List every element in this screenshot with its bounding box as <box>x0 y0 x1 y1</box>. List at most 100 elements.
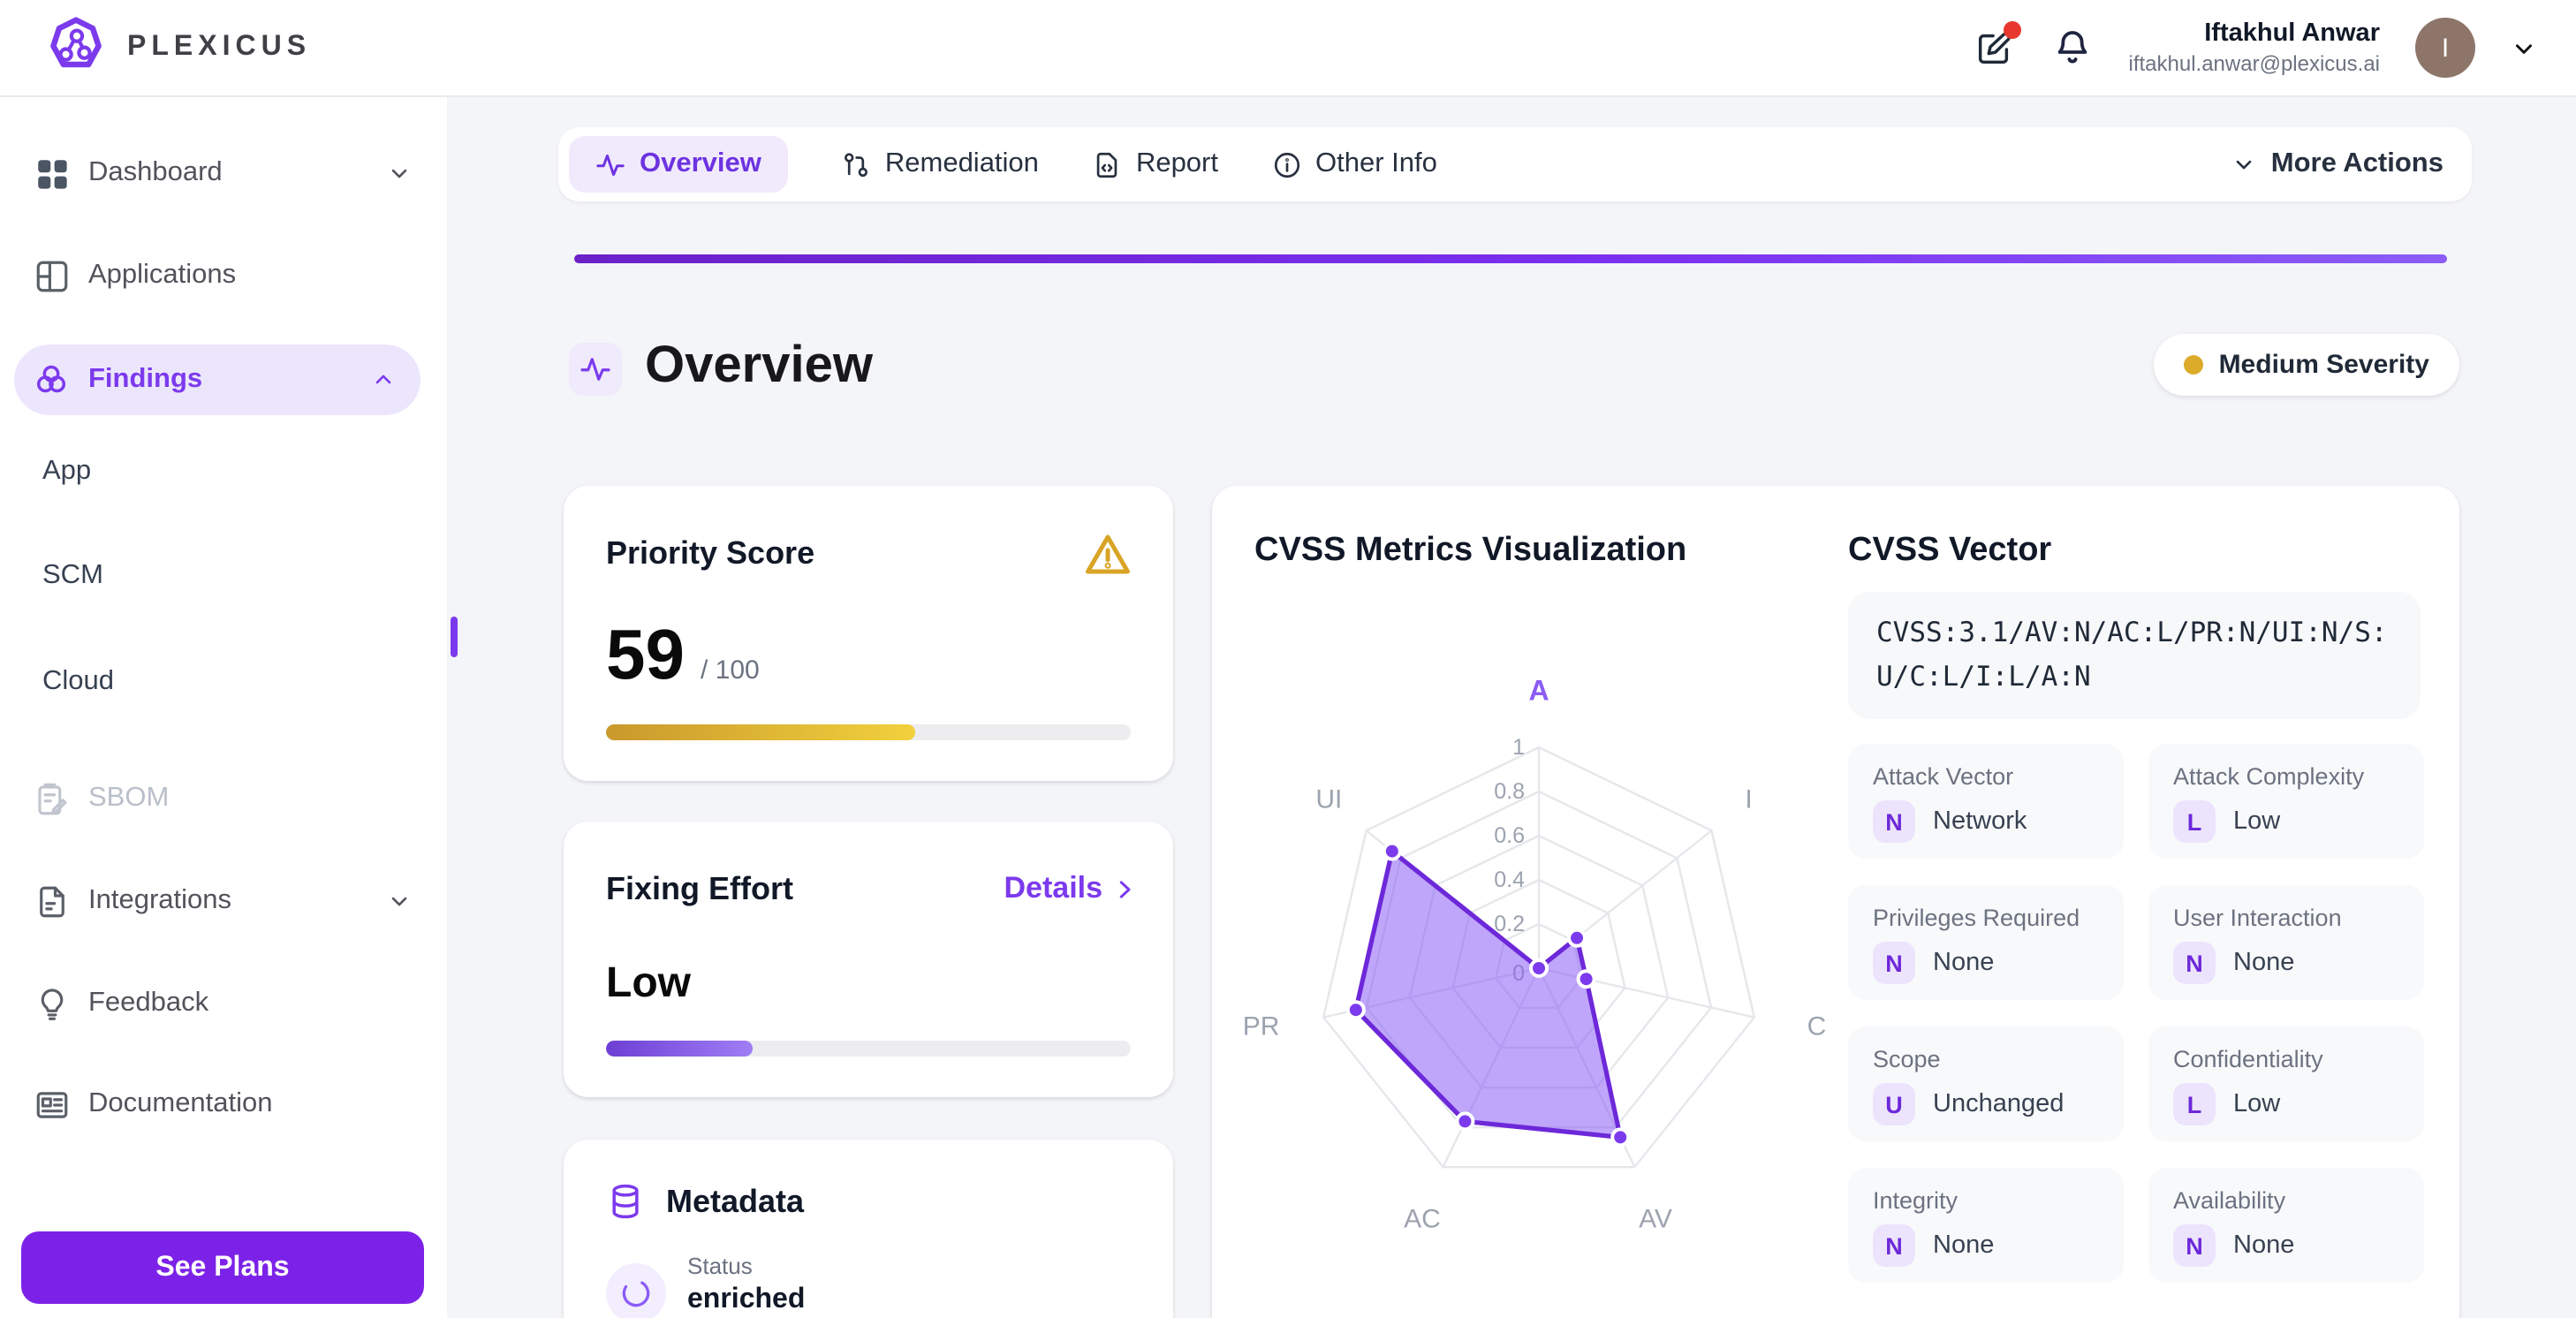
fixing-progress-track <box>606 1041 1131 1057</box>
avatar[interactable]: I <box>2415 18 2475 78</box>
details-link[interactable]: Details <box>1004 871 1139 906</box>
metric-value: None <box>2233 949 2295 977</box>
cvss-viz-title: CVSS Metrics Visualization <box>1254 532 1687 569</box>
sidebar-item-findings[interactable]: Findings <box>14 345 420 415</box>
tab-label: Remediation <box>884 148 1039 178</box>
sidebar-item-integrations[interactable]: Integrations <box>0 866 447 936</box>
metric-badge: N <box>1873 942 1915 984</box>
metric-availability: Availability N None <box>2148 1168 2424 1283</box>
metadata-card: Metadata Status enriched <box>564 1140 1173 1318</box>
sidebar-item-feedback[interactable]: Feedback <box>0 968 447 1039</box>
metric-user-interaction: User Interaction N None <box>2148 885 2424 1000</box>
severity-dot-icon <box>2183 355 2203 375</box>
user-email: iftakhul.anwar@plexicus.ai <box>2128 50 2381 76</box>
priority-score-card: Priority Score 59 / 100 <box>564 486 1173 781</box>
svg-text:0.2: 0.2 <box>1494 912 1525 936</box>
tab-label: Overview <box>640 148 761 178</box>
svg-text:I: I <box>1745 784 1752 814</box>
sidebar-item-label: SBOM <box>88 783 170 813</box>
priority-progress-fill <box>606 724 916 740</box>
activity-pulse-icon <box>595 149 625 179</box>
metric-value: Network <box>1933 807 2027 836</box>
svg-text:1: 1 <box>1512 735 1525 760</box>
metric-confidentiality: Confidentiality L Low <box>2148 1026 2424 1141</box>
sidebar-item-label: Integrations <box>88 885 231 915</box>
brand-name: PLEXICUS <box>127 32 312 62</box>
tab-overview[interactable]: Overview <box>569 136 788 193</box>
scrollbar-thumb[interactable] <box>451 617 458 657</box>
cvss-vector-string: CVSS:3.1/AV:N/AC:L/PR:N/UI:N/S:U/C:L/I:L… <box>1848 592 2421 720</box>
tab-report[interactable]: Report <box>1092 148 1218 180</box>
metric-value: Low <box>2233 807 2281 836</box>
file-code-icon <box>1092 149 1122 179</box>
status-loader-circle <box>606 1263 666 1318</box>
fixing-effort-card: Fixing Effort Details Low <box>564 822 1173 1097</box>
sidebar-item-applications[interactable]: Applications <box>0 240 447 311</box>
warning-triangle-icon <box>1081 528 1134 581</box>
metric-badge: U <box>1873 1083 1915 1125</box>
cvss-card: CVSS Metrics Visualization 00.20.40.60.8… <box>1212 486 2459 1318</box>
sidebar-item-dashboard[interactable]: Dashboard <box>0 138 447 208</box>
sidebar-item-label: App <box>42 456 92 486</box>
fixing-progress-fill <box>606 1041 754 1057</box>
top-bar: PLEXICUS <box>0 0 2576 97</box>
svg-text:AV: AV <box>1639 1205 1672 1234</box>
metric-value: None <box>1933 1231 1995 1260</box>
sidebar: Dashboard Applications Findings App SCM <box>0 95 449 1318</box>
sidebar-item-label: Cloud <box>42 666 114 696</box>
card-title: Priority Score <box>606 535 815 571</box>
metric-value: None <box>2233 1231 2295 1260</box>
sidebar-item-scm[interactable]: SCM <box>0 541 447 611</box>
status-value: enriched <box>687 1284 806 1314</box>
metric-attack-vector: Attack Vector N Network <box>1848 744 2124 859</box>
sidebar-item-label: SCM <box>42 560 103 590</box>
chevron-down-icon <box>387 889 412 913</box>
bell-icon <box>2051 27 2094 69</box>
notification-dot <box>2003 21 2021 39</box>
user-info: Iftakhul Anwar iftakhul.anwar@plexicus.a… <box>2129 19 2381 77</box>
user-name: Iftakhul Anwar <box>2204 19 2380 49</box>
metric-badge: L <box>2173 1083 2216 1125</box>
metric-badge: N <box>2173 942 2216 984</box>
severity-label: Medium Severity <box>2218 350 2429 380</box>
metric-badge: N <box>2173 1224 2216 1267</box>
tab-remediation[interactable]: Remediation <box>841 148 1039 180</box>
compose-button[interactable] <box>1974 21 2021 69</box>
dashboard-grid-icon <box>32 154 71 193</box>
more-actions-button[interactable]: More Actions <box>2232 148 2443 180</box>
sidebar-item-cloud[interactable]: Cloud <box>0 647 447 717</box>
tab-other-info[interactable]: Other Info <box>1271 148 1437 180</box>
metric-label: Availability <box>2173 1187 2286 1214</box>
applications-layout-icon <box>32 256 71 295</box>
svg-text:AC: AC <box>1404 1205 1441 1234</box>
sidebar-item-sbom[interactable]: SBOM <box>0 763 447 834</box>
metric-label: Confidentiality <box>2173 1046 2323 1072</box>
sidebar-item-documentation[interactable]: Documentation <box>0 1069 447 1140</box>
metric-attack-complexity: Attack Complexity L Low <box>2148 744 2424 859</box>
sidebar-item-label: Findings <box>88 364 203 394</box>
status-label: Status <box>687 1253 753 1279</box>
metric-label: Attack Complexity <box>2173 763 2365 790</box>
svg-text:UI: UI <box>1315 784 1342 814</box>
user-menu-chevron-icon[interactable] <box>2511 34 2537 61</box>
priority-score-value: 59 <box>606 617 685 694</box>
main-content: Overview Remediation Report Other Info <box>447 95 2576 1318</box>
metric-badge: L <box>2173 800 2216 843</box>
chevron-up-icon <box>371 367 396 392</box>
sidebar-item-app[interactable]: App <box>0 436 447 507</box>
more-actions-label: More Actions <box>2270 148 2443 178</box>
sidebar-item-label: Applications <box>88 260 237 290</box>
priority-score-max: / 100 <box>701 655 760 686</box>
see-plans-button[interactable]: See Plans <box>21 1231 424 1304</box>
priority-progress-track <box>606 724 1131 740</box>
detail-tabbar: Overview Remediation Report Other Info <box>558 127 2472 201</box>
sidebar-item-label: Dashboard <box>88 157 223 187</box>
overview-pulse-icon <box>569 343 622 396</box>
brand-logo[interactable]: PLEXICUS <box>42 14 311 81</box>
chevron-right-icon <box>1111 875 1138 902</box>
lightbulb-icon <box>32 984 71 1023</box>
notifications-button[interactable] <box>2051 27 2094 69</box>
chevron-down-icon <box>2232 152 2257 177</box>
